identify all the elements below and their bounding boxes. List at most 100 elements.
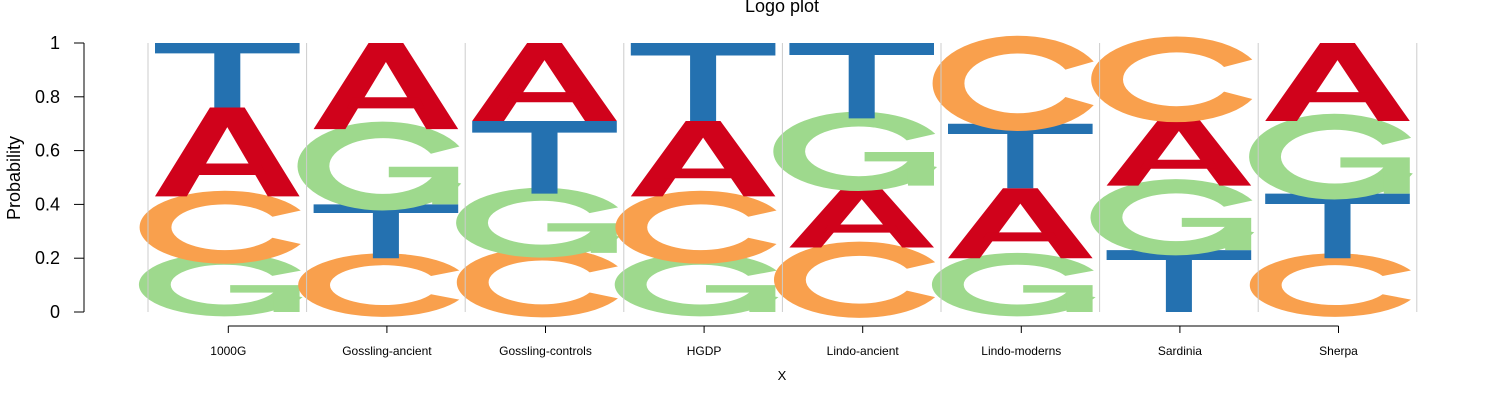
letter-C — [139, 190, 301, 264]
glyph-fill — [822, 224, 901, 233]
x-axis-label: X — [778, 368, 787, 383]
letter-C — [774, 241, 936, 318]
glyph-fill — [313, 204, 459, 259]
glyph-stroke — [931, 252, 1096, 317]
x-tick-label: Lindo-ancient — [827, 344, 900, 358]
glyph-fill — [1023, 285, 1093, 312]
glyph-fill — [705, 285, 776, 312]
logo-stacks — [138, 35, 1413, 318]
glyph-fill — [630, 121, 776, 197]
letter-A — [789, 185, 934, 248]
glyph-fill — [1181, 217, 1252, 251]
glyph-stroke — [456, 187, 620, 258]
glyph-stroke — [1249, 113, 1413, 200]
glyph-fill — [789, 43, 934, 119]
glyph-fill — [630, 43, 776, 122]
x-tick-label: HGDP — [687, 344, 722, 358]
glyph-fill — [664, 168, 743, 179]
glyph-fill — [313, 43, 459, 130]
glyph-stroke — [774, 241, 936, 318]
glyph-fill — [388, 166, 459, 205]
logo-stack — [614, 43, 779, 317]
y-tick-label: 0.6 — [35, 141, 60, 161]
glyph-fill — [864, 151, 934, 186]
column-separators — [147, 43, 1418, 312]
glyph-fill — [1106, 250, 1252, 312]
letter-A — [313, 43, 459, 130]
letter-T — [472, 121, 617, 194]
glyph-fill — [155, 107, 300, 197]
glyph-fill — [472, 43, 617, 122]
logo-stack — [1090, 36, 1255, 312]
logo-stack — [297, 43, 462, 317]
x-tick-label: 1000G — [210, 344, 246, 358]
logo-stack — [1249, 43, 1413, 317]
letter-G — [931, 252, 1096, 317]
letter-G — [297, 121, 462, 211]
glyph-stroke — [1090, 179, 1255, 256]
letter-C — [932, 35, 1094, 131]
glyph-stroke — [615, 190, 777, 264]
letter-A — [1106, 115, 1252, 186]
letter-G — [1090, 179, 1255, 256]
y-tick-label: 0 — [50, 302, 60, 322]
letter-A — [472, 43, 617, 122]
glyph-fill — [472, 121, 617, 194]
letter-G — [773, 111, 938, 191]
letter-A — [948, 188, 1093, 259]
letter-G — [614, 252, 779, 317]
letter-A — [155, 107, 300, 197]
letter-C — [615, 190, 777, 264]
y-tick-label: 1 — [50, 33, 60, 53]
glyph-stroke — [297, 121, 462, 211]
letter-C — [1249, 253, 1411, 317]
letter-A — [1265, 43, 1410, 122]
glyph-fill — [1298, 92, 1377, 103]
glyph-fill — [1265, 193, 1410, 259]
glyph-fill — [155, 43, 300, 108]
glyph-stroke — [456, 247, 618, 318]
glyph-stroke — [1249, 253, 1411, 317]
y-tick-label: 0.2 — [35, 248, 60, 268]
x-tick-label: Gossling-ancient — [342, 344, 432, 358]
glyph-stroke — [139, 190, 301, 264]
glyph-fill — [789, 185, 934, 248]
x-axis: 1000G Gossling-ancient Gossling-controls HG… — [210, 325, 1358, 358]
logo-stack — [456, 43, 620, 318]
letter-A — [630, 121, 776, 197]
x-tick-label: Gossling-controls — [499, 344, 592, 358]
logo-stack — [138, 43, 303, 317]
logo-stack — [931, 35, 1096, 317]
glyph-fill — [1340, 157, 1410, 194]
x-tick-label: Sherpa — [1319, 344, 1358, 358]
y-tick-label: 0.4 — [35, 194, 60, 214]
glyph-fill — [505, 92, 584, 103]
glyph-fill — [1139, 159, 1218, 169]
glyph-fill — [948, 188, 1093, 259]
letter-G — [138, 252, 303, 317]
glyph-fill — [1265, 43, 1410, 122]
x-tick-label: Lindo-moderns — [981, 344, 1061, 358]
letter-C — [298, 253, 460, 317]
glyph-stroke — [932, 35, 1094, 131]
glyph-stroke — [138, 252, 303, 317]
glyph-stroke — [298, 253, 460, 317]
letter-T — [1106, 250, 1252, 312]
letter-G — [456, 187, 620, 258]
y-tick-label: 0.8 — [35, 87, 60, 107]
letter-G — [1249, 113, 1413, 200]
glyph-fill — [188, 163, 267, 176]
glyph-fill — [948, 123, 1093, 189]
letter-T — [630, 43, 776, 122]
glyph-fill — [346, 97, 425, 109]
logo-stack — [773, 43, 938, 318]
glyph-stroke — [1091, 36, 1253, 123]
letter-T — [789, 43, 934, 119]
y-axis-label: Probability — [4, 136, 24, 220]
chart-title: Logo plot — [745, 0, 819, 16]
glyph-fill — [230, 285, 300, 312]
glyph-stroke — [773, 111, 938, 191]
glyph-stroke — [614, 252, 779, 317]
x-tick-label: Sardinia — [1158, 344, 1202, 358]
